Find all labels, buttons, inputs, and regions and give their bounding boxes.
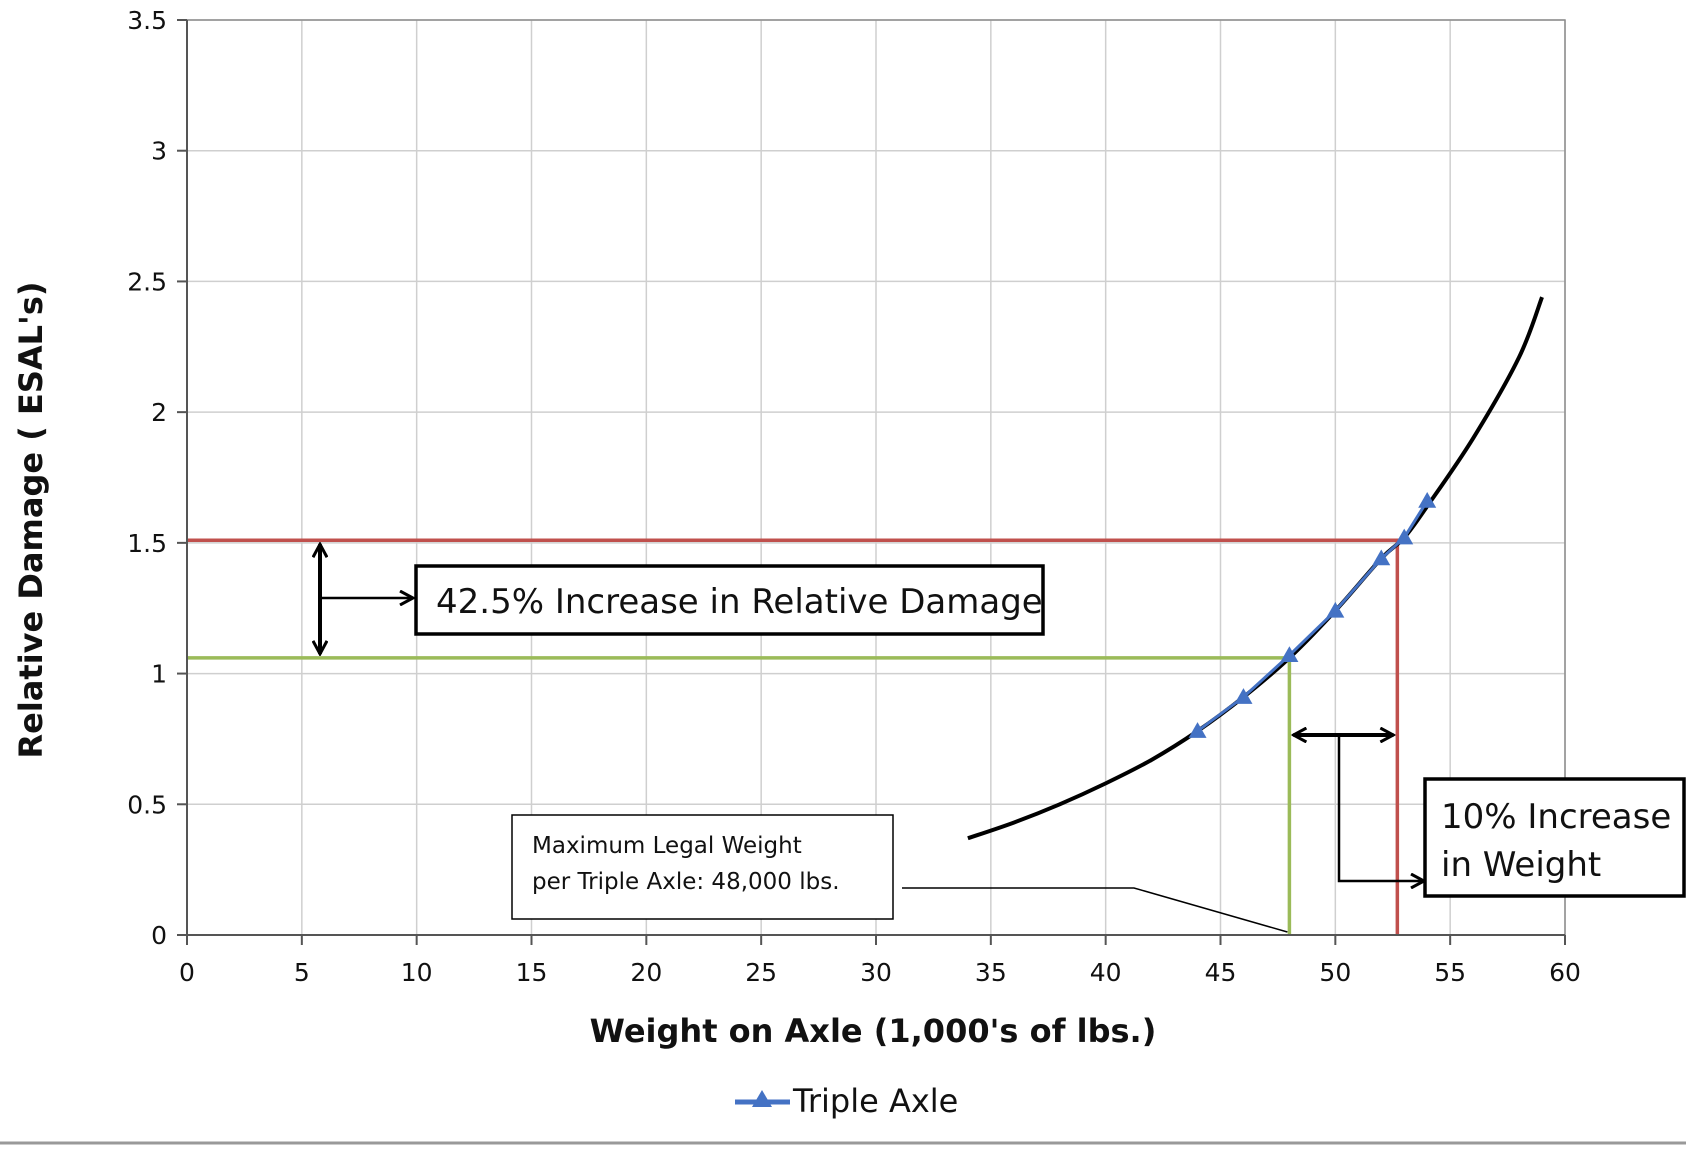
weight-pointer-arrow	[1337, 735, 1424, 881]
x-tick-label: 55	[1434, 958, 1466, 987]
trendline-curve	[967, 296, 1544, 841]
x-tick-label: 35	[975, 958, 1007, 987]
y-tick-label: 0	[151, 921, 167, 950]
labels: Weight on Axle (1,000's of lbs.) Relativ…	[12, 281, 1156, 1050]
y-tick-label: 3.5	[127, 6, 167, 35]
y-tick-label: 3	[151, 137, 167, 166]
annotations: 42.5% Increase in Relative Damage 10% Inc…	[320, 544, 1686, 933]
x-tick-label: 25	[745, 958, 777, 987]
x-tick-label: 10	[401, 958, 433, 987]
y-axis-title: Relative Damage ( ESAL's)	[12, 281, 50, 758]
legal-weight-box	[511, 814, 894, 920]
x-tick-label: 45	[1205, 958, 1237, 987]
damage-increase-label: 42.5% Increase in Relative Damage	[436, 582, 1043, 622]
triangle-marker	[1234, 688, 1253, 704]
x-tick-label: 5	[294, 958, 310, 987]
y-tick-label: 2.5	[127, 267, 167, 296]
x-tick-label: 20	[630, 958, 662, 987]
y-tick-label: 0.5	[127, 790, 167, 819]
x-tick-label: 15	[516, 958, 548, 987]
x-tick-label: 0	[179, 958, 195, 987]
series-layer	[967, 296, 1544, 841]
increased-weight-reference-line	[187, 538, 1400, 935]
axes: 0 5 10 15 20 25 30 35 40 45 50 55 60 0 0.5 1 1.5 2 2.5 3 3.5	[127, 6, 1581, 987]
series-line-triple-axle	[1196, 500, 1429, 733]
weight-increase-label-line2: in Weight	[1441, 845, 1601, 885]
legend-triangle-marker	[752, 1090, 772, 1107]
x-tick-label: 60	[1549, 958, 1581, 987]
x-axis-title: Weight on Axle (1,000's of lbs.)	[590, 1012, 1157, 1050]
weight-increase-box	[1423, 777, 1686, 898]
triangle-marker	[1418, 492, 1437, 508]
legal-weight-label-line2: per Triple Axle: 48,000 lbs.	[532, 869, 840, 895]
y-tick-label: 1.5	[127, 529, 167, 558]
triangle-marker	[1280, 646, 1299, 663]
triangle-marker	[1372, 549, 1391, 566]
x-tick-label: 30	[860, 958, 892, 987]
y-tick-label: 1	[151, 660, 167, 689]
x-tick-label: 40	[1090, 958, 1122, 987]
damage-increase-box	[414, 564, 1045, 636]
legal-weight-leader-line	[902, 887, 1288, 933]
x-tick-label: 50	[1319, 958, 1351, 987]
legal-weight-label-line1: Maximum Legal Weight	[532, 833, 802, 859]
triangle-marker	[1395, 528, 1414, 545]
weight-increase-label-line1: 10% Increase	[1441, 797, 1671, 837]
gridlines	[186, 19, 1566, 936]
legend-label-triple-axle: Triple Axle	[792, 1082, 958, 1120]
triangle-marker	[1326, 601, 1345, 618]
triangle-marker	[1188, 722, 1207, 738]
legend: Triple Axle	[0, 1082, 1686, 1145]
y-tick-label: 2	[151, 398, 167, 427]
